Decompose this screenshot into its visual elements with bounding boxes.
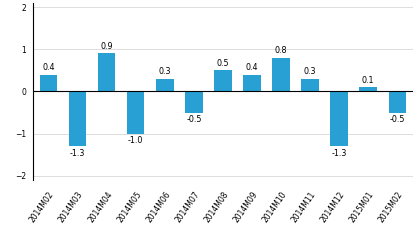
- Text: 0.4: 0.4: [246, 63, 258, 72]
- Text: 0.4: 0.4: [42, 63, 55, 72]
- Text: -1.3: -1.3: [70, 149, 85, 158]
- Text: -0.5: -0.5: [186, 115, 202, 124]
- Bar: [330, 91, 348, 146]
- Bar: [98, 53, 115, 91]
- Bar: [214, 70, 232, 91]
- Bar: [359, 87, 377, 91]
- Bar: [127, 91, 144, 134]
- Text: 0.3: 0.3: [158, 67, 171, 76]
- Bar: [301, 79, 319, 91]
- Bar: [69, 91, 87, 146]
- Text: 0.8: 0.8: [275, 46, 287, 55]
- Text: -0.5: -0.5: [389, 115, 405, 124]
- Bar: [156, 79, 173, 91]
- Text: 0.1: 0.1: [362, 76, 374, 85]
- Bar: [272, 58, 290, 91]
- Text: -1.3: -1.3: [332, 149, 347, 158]
- Bar: [185, 91, 203, 113]
- Text: 0.3: 0.3: [304, 67, 316, 76]
- Text: 0.5: 0.5: [217, 59, 229, 68]
- Bar: [243, 75, 261, 91]
- Text: 0.9: 0.9: [100, 42, 113, 51]
- Bar: [40, 75, 57, 91]
- Bar: [389, 91, 406, 113]
- Text: -1.0: -1.0: [128, 136, 144, 145]
